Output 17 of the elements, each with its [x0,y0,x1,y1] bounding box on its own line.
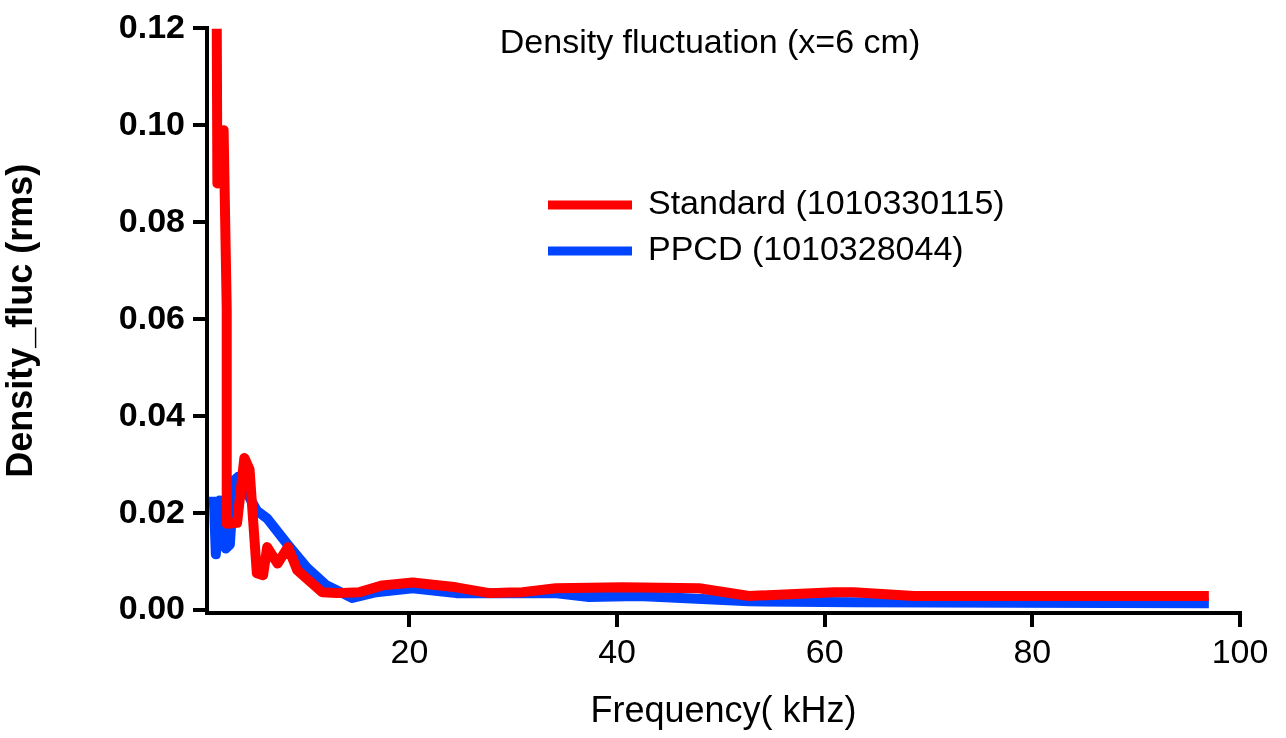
x-tick-label: 20 [390,631,429,670]
x-tick-label: 100 [1211,631,1269,670]
y-axis-title: Density_fluc (rms) [0,163,40,478]
y-tick-label: 0.04 [118,394,186,433]
legend-label: PPCD (1010328044) [648,229,964,268]
x-tick-label: 60 [805,631,844,670]
y-tick-label: 0.08 [118,200,185,239]
legend-label: Standard (1010330115) [648,183,1005,222]
y-tick-label: 0.02 [118,491,185,530]
x-tick-label: 40 [598,631,636,670]
y-tick-label: 0.06 [118,297,185,336]
y-tick-label: 0.00 [118,588,185,627]
y-tick-label: 0.12 [118,6,185,45]
y-tick-label: 0.10 [118,103,185,142]
x-tick-label: 80 [1013,631,1052,670]
x-axis-title: Frequency( kHz) [590,689,857,731]
chart-title: Density fluctuation (x=6 cm) [499,22,921,61]
